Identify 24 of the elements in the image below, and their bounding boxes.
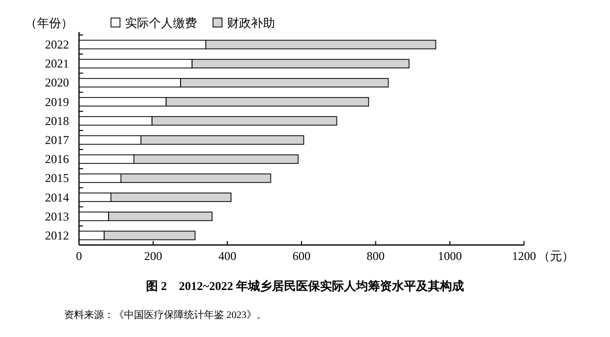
y-tick-label: 2018 [45,114,69,128]
y-tick-label: 2016 [45,152,69,166]
y-axis-title: （年份） [25,16,73,30]
y-tick-label: 2017 [45,133,69,147]
legend-label: 财政补助 [227,16,275,30]
text: 图 2 2012~2022 年城乡居民医保实际人均筹资水平及其构成 [146,279,464,293]
y-tick-label: 2013 [45,209,69,224]
y-tick-label: 2022 [45,38,69,52]
y-tick-label: 2015 [45,171,69,186]
y-tick-label: 2020 [45,76,69,90]
y-tick-label: 2012 [45,228,69,242]
y-tick-label: 2021 [45,56,69,71]
legend-label: 实际个人缴费 [125,16,197,30]
x-tick-label: 800 [366,249,385,263]
y-tick-label: 2019 [45,94,69,109]
x-tick-label: 1000 [438,249,462,263]
x-tick-label: 600 [292,249,310,263]
x-axis-title: （元） [538,249,574,263]
text: 资料来源：《中国医疗保障统计年鉴 2023》。 [64,309,266,321]
x-tick-label: 0 [76,249,82,263]
y-tick-label: 2014 [45,190,69,204]
x-tick-label: 400 [218,249,236,263]
x-tick-label: 200 [144,249,162,263]
x-tick-label: 1200 [512,249,536,263]
